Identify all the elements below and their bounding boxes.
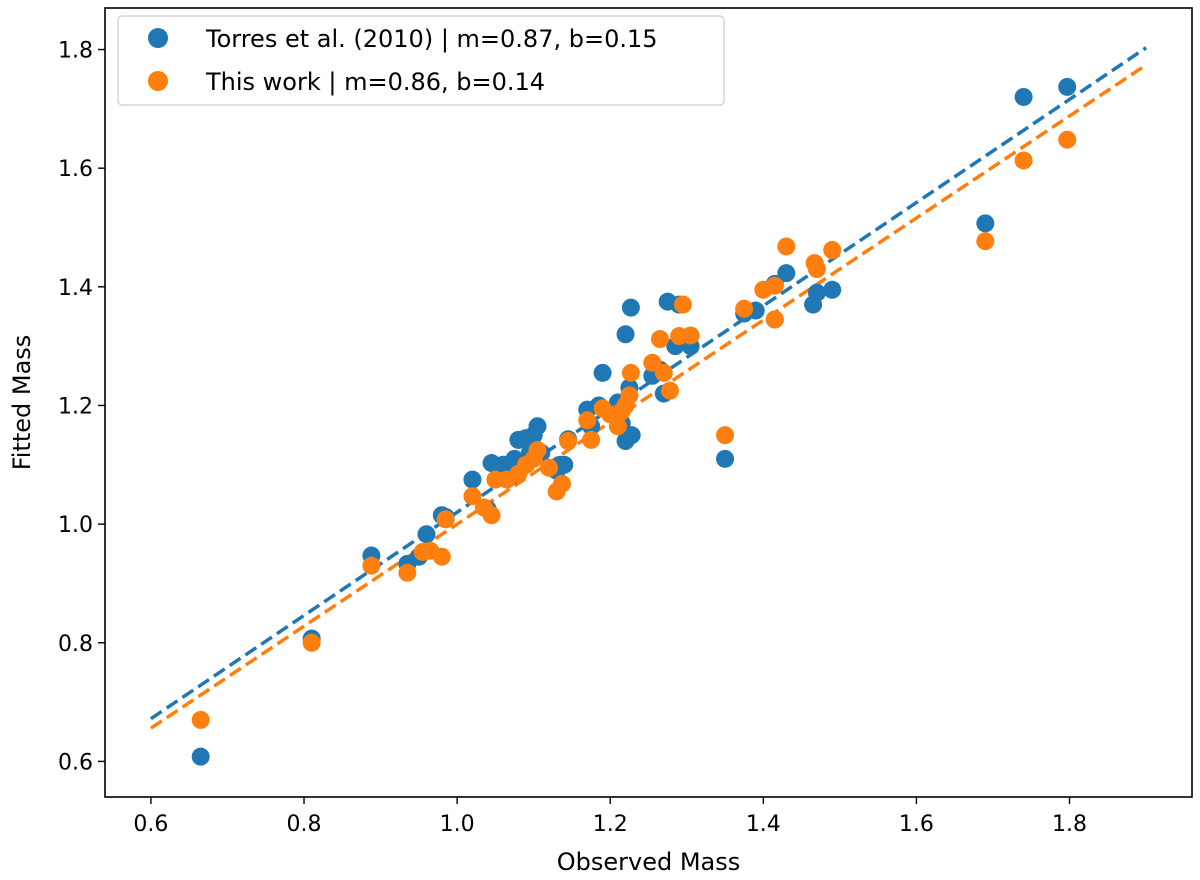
x-tick-label: 1.0: [440, 812, 475, 837]
x-tick-label: 0.8: [287, 812, 322, 837]
point-s1-31: [650, 330, 669, 349]
legend-box: [117, 15, 725, 106]
point-s1-25: [608, 417, 627, 436]
y-tick-label: 1.8: [58, 39, 93, 64]
point-s1-2: [362, 556, 381, 575]
point-s0-53: [1014, 87, 1033, 106]
point-s1-7: [436, 510, 455, 529]
data-points: [191, 77, 1077, 766]
point-s1-6: [432, 547, 451, 566]
x-axis-label: Observed Mass: [557, 848, 741, 876]
point-s1-3: [398, 563, 417, 582]
point-s0-0: [191, 747, 210, 766]
y-tick-label: 1.2: [58, 394, 93, 419]
point-s1-10: [482, 506, 501, 525]
point-s1-42: [777, 237, 796, 256]
point-s1-38: [735, 299, 754, 318]
point-s1-36: [681, 326, 700, 345]
point-s0-50: [807, 283, 826, 302]
point-s1-1: [302, 633, 321, 652]
point-s1-29: [621, 363, 640, 382]
legend-marker-this-work: [148, 71, 168, 91]
point-s1-22: [582, 430, 601, 449]
point-s0-22: [555, 455, 574, 474]
point-s1-44: [807, 260, 826, 279]
y-axis-label: Fitted Mass: [8, 335, 36, 471]
point-s0-43: [716, 449, 735, 468]
point-s1-20: [559, 432, 578, 451]
y-tick-label: 1.6: [58, 157, 93, 182]
point-s1-47: [1014, 151, 1033, 170]
point-s0-54: [1058, 77, 1077, 96]
point-s0-27: [593, 363, 612, 382]
point-s1-0: [191, 710, 210, 729]
point-s0-51: [823, 280, 842, 299]
fit-lines: [149, 46, 1148, 730]
point-s1-40: [765, 310, 784, 329]
point-s0-33: [621, 298, 640, 317]
x-axis-ticks: 0.6 0.8 1.0 1.2 1.4 1.6 1.8: [133, 797, 1087, 837]
point-s0-52: [976, 214, 995, 233]
point-s1-48: [1058, 130, 1077, 149]
point-s0-34: [622, 426, 641, 445]
point-s1-16: [528, 440, 547, 459]
point-s0-18: [528, 417, 547, 436]
x-tick-label: 1.2: [593, 812, 628, 837]
legend-entry-this-work: This work | m=0.86, b=0.14: [205, 68, 545, 96]
point-s0-5: [417, 525, 436, 544]
point-s1-21: [578, 411, 597, 430]
plot-frame: [104, 7, 1193, 798]
point-s0-8: [463, 470, 482, 489]
y-tick-label: 0.8: [58, 632, 93, 657]
point-s0-48: [777, 264, 796, 283]
y-tick-label: 0.6: [58, 750, 93, 775]
x-tick-label: 1.6: [899, 812, 934, 837]
fit-line-1: [149, 63, 1148, 730]
point-s1-32: [654, 363, 673, 382]
point-s1-33: [660, 381, 679, 400]
legend-entry-torres: Torres et al. (2010) | m=0.87, b=0.15: [205, 25, 658, 53]
y-tick-label: 1.4: [58, 276, 93, 301]
x-tick-label: 0.6: [133, 812, 168, 837]
point-s1-37: [716, 426, 735, 445]
point-s0-30: [616, 325, 635, 344]
point-s1-45: [823, 241, 842, 260]
legend-marker-torres: [148, 28, 168, 48]
point-s1-35: [673, 295, 692, 314]
point-s1-28: [620, 386, 639, 405]
point-s1-19: [552, 474, 571, 493]
y-axis-ticks: 0.6 0.8 1.0 1.2 1.4 1.6 1.8: [58, 39, 105, 775]
x-tick-label: 1.4: [746, 812, 781, 837]
point-s1-17: [539, 458, 558, 477]
point-s1-46: [976, 232, 995, 251]
y-tick-label: 1.0: [58, 513, 93, 538]
point-s1-8: [463, 487, 482, 506]
x-tick-label: 1.8: [1052, 812, 1087, 837]
legend: Torres et al. (2010) | m=0.87, b=0.15 Th…: [117, 15, 725, 106]
point-s1-41: [765, 276, 784, 295]
